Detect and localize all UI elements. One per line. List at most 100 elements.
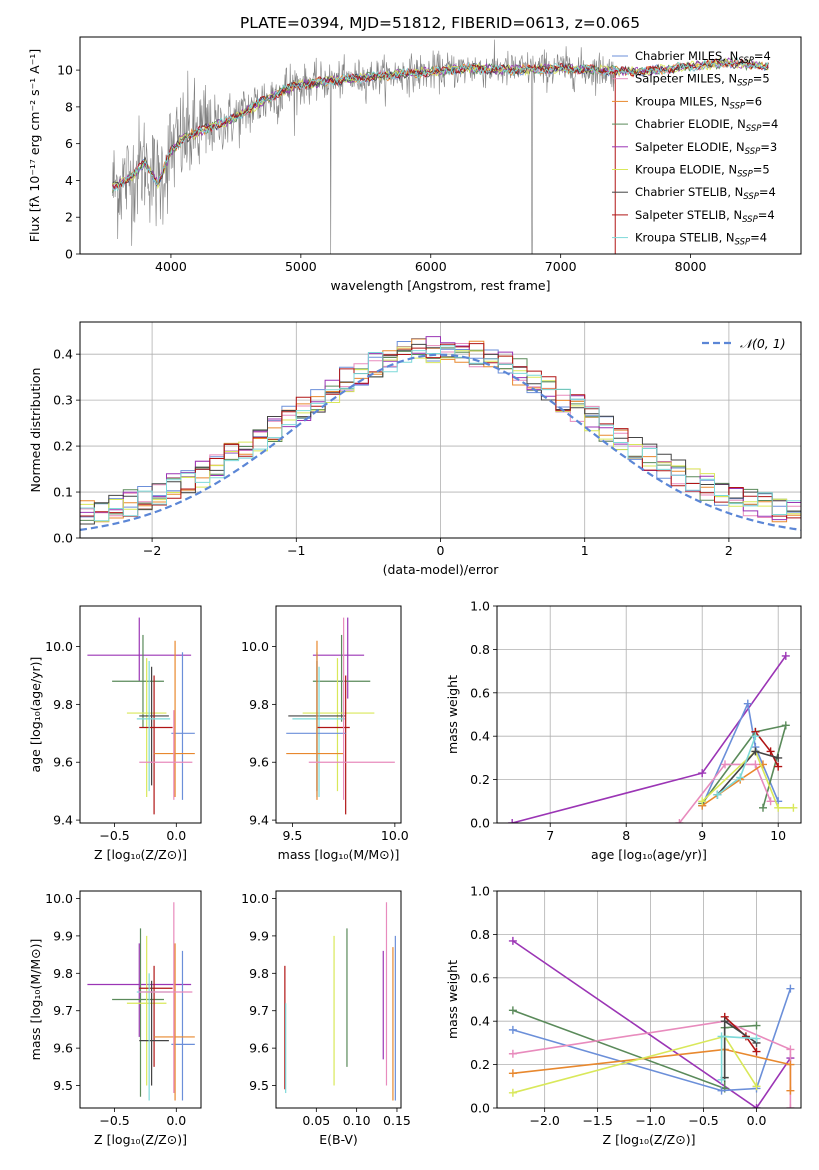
x-tick-label: 0.05 [302,1113,330,1128]
y-tick-label: 10 [57,63,73,78]
y-tick-label: 8 [65,99,73,114]
x-axis-label: wavelength [Angstrom, rest frame] [330,278,550,293]
errorbar-salpeter-stelib [139,965,173,1067]
series-point [743,699,752,708]
x-tick-label: 5000 [285,259,317,274]
series-point [774,762,783,771]
legend-subscript: SSP [743,192,759,202]
series-point [774,753,783,762]
y-axis-label: Normed distribution [28,368,43,493]
x-tick-label: 0.15 [383,1113,411,1128]
series-point [766,797,775,806]
y-tick-label: 0.6 [470,685,490,700]
y-tick-label: 9.6 [53,755,73,770]
x-tick-label: 0.0 [747,1113,767,1128]
y-tick-label: 4 [65,173,73,188]
series-point [786,1045,795,1054]
y-tick-label: 9.6 [53,1041,73,1056]
y-tick-label: 6 [65,136,73,151]
errorbar-kroupa-stelib [136,660,171,792]
x-tick-label: 1 [581,543,589,558]
legend-value: =5 [753,163,770,177]
y-tick-label: 0 [65,247,73,262]
panel-weight-vs-age: 7 8 9 10 0.0 0.2 0.4 0.6 0.8 1.0 age [log₁₀(age/yr… [445,599,802,862]
legend-value: =4 [758,208,775,222]
x-tick-label: 0.0 [166,828,186,843]
series-line [701,700,779,806]
series-salpeter-stelib [751,727,783,771]
series-point [508,1069,517,1078]
legend-subscript: SSP [735,238,751,248]
errorbar-salpeter-miles [139,902,193,1094]
model-line-kroupa-stelib [112,57,769,192]
errorbar-chabrier-elodie [112,928,164,1097]
legend-value: =4 [750,231,767,245]
y-tick-label: 9.5 [249,1078,269,1093]
x-tick-label: −1.5 [582,1113,612,1128]
y-tick-label: 9.7 [249,1003,269,1018]
x-tick-label: 10.0 [381,828,409,843]
y-tick-label: 0.4 [53,347,73,362]
axes-frame [496,605,802,824]
panel-age-vs-z: −0.5 0.0 9.4 9.6 9.8 10.0 Z [log₁₀(Z/Z⊙)] age [… [28,605,202,862]
errorbar-salpeter-miles [139,710,193,800]
axes-frame [79,321,802,539]
legend-subscript: SSP [730,101,746,111]
panel-weight-vs-z: −2.0 −1.5 −1.0 −0.5 0.0 0.0 0.2 0.4 0.6 0.8 1.0 Z [… [445,884,802,1147]
axes-frame [79,605,202,824]
plot-area [508,651,798,823]
errorbar-kroupa-elodie [126,935,167,1086]
histogram-kroupa-elodie [80,346,801,522]
panel-spectrum: 4000 5000 6000 7000 8000 0 2 4 6 8 10 wavelength [A… [27,36,802,293]
series-point [766,747,775,756]
x-tick-label: −0.5 [99,828,129,843]
series-point [721,760,729,769]
x-tick-label: 4000 [155,259,187,274]
y-tick-label: 0.3 [53,393,73,408]
errorbar-salpeter-stelib [316,675,350,815]
x-tick-label: −0.5 [99,1113,129,1128]
series-salpeter-miles [675,760,775,823]
errorbar-kroupa-miles [286,640,344,800]
errorbar-salpeter-elodie [87,617,192,682]
series-point [786,1060,795,1069]
y-tick-label: 0.2 [470,772,490,787]
x-axis-label: E(B-V) [319,1132,358,1147]
y-tick-label: 9.8 [249,697,269,712]
legend-value: =4 [761,117,778,131]
y-axis-label: Flux [fλ 10⁻¹⁷ erg cm⁻² s⁻¹ A⁻¹] [27,49,42,242]
x-tick-label: −1 [287,543,305,558]
y-tick-label: 9.5 [53,1078,73,1093]
series-point [717,1086,726,1095]
series-point [717,1075,726,1084]
axes-frame [79,890,202,1109]
panel-mass-vs-ebv: 0.05 0.10 0.15 9.5 9.6 9.7 9.8 9.9 10.0 E(B-V) [241,890,411,1147]
series-point [786,1086,795,1095]
x-axis-label: (data-model)/error [383,562,500,577]
series-line [701,750,794,809]
model-line-salpeter-stelib [112,58,769,190]
series-point [781,651,790,660]
y-tick-label: 9.4 [249,813,269,828]
plot-area [284,902,396,1101]
y-tick-label: 10.0 [241,891,269,906]
panel-residuals: −2 −1 0 1 2 0.0 0.1 0.2 0.3 0.4 (data-model)/error… [28,321,802,577]
panel-mass-vs-z: −0.5 0.0 9.5 9.6 9.7 9.8 9.9 10.0 Z [log₁₀(Z/Z⊙)… [28,890,202,1147]
y-tick-label: 10.0 [45,639,73,654]
errorbar-kroupa-miles [154,640,195,797]
x-tick-label: −2.0 [529,1113,559,1128]
series-line [512,988,792,1092]
y-tick-label: 9.8 [249,966,269,981]
y-tick-label: 0.4 [470,729,490,744]
errorbar-kroupa-miles [154,943,195,1101]
x-tick-label: 6000 [415,259,447,274]
legend-value: =4 [759,185,776,199]
series-kroupa-stelib [713,732,760,799]
plot-area [286,617,395,815]
y-tick-label: 0.0 [53,531,73,546]
y-tick-label: 10.0 [241,639,269,654]
plot-area [508,936,795,1108]
series-line [511,655,787,823]
x-tick-label: −0.5 [688,1113,718,1128]
